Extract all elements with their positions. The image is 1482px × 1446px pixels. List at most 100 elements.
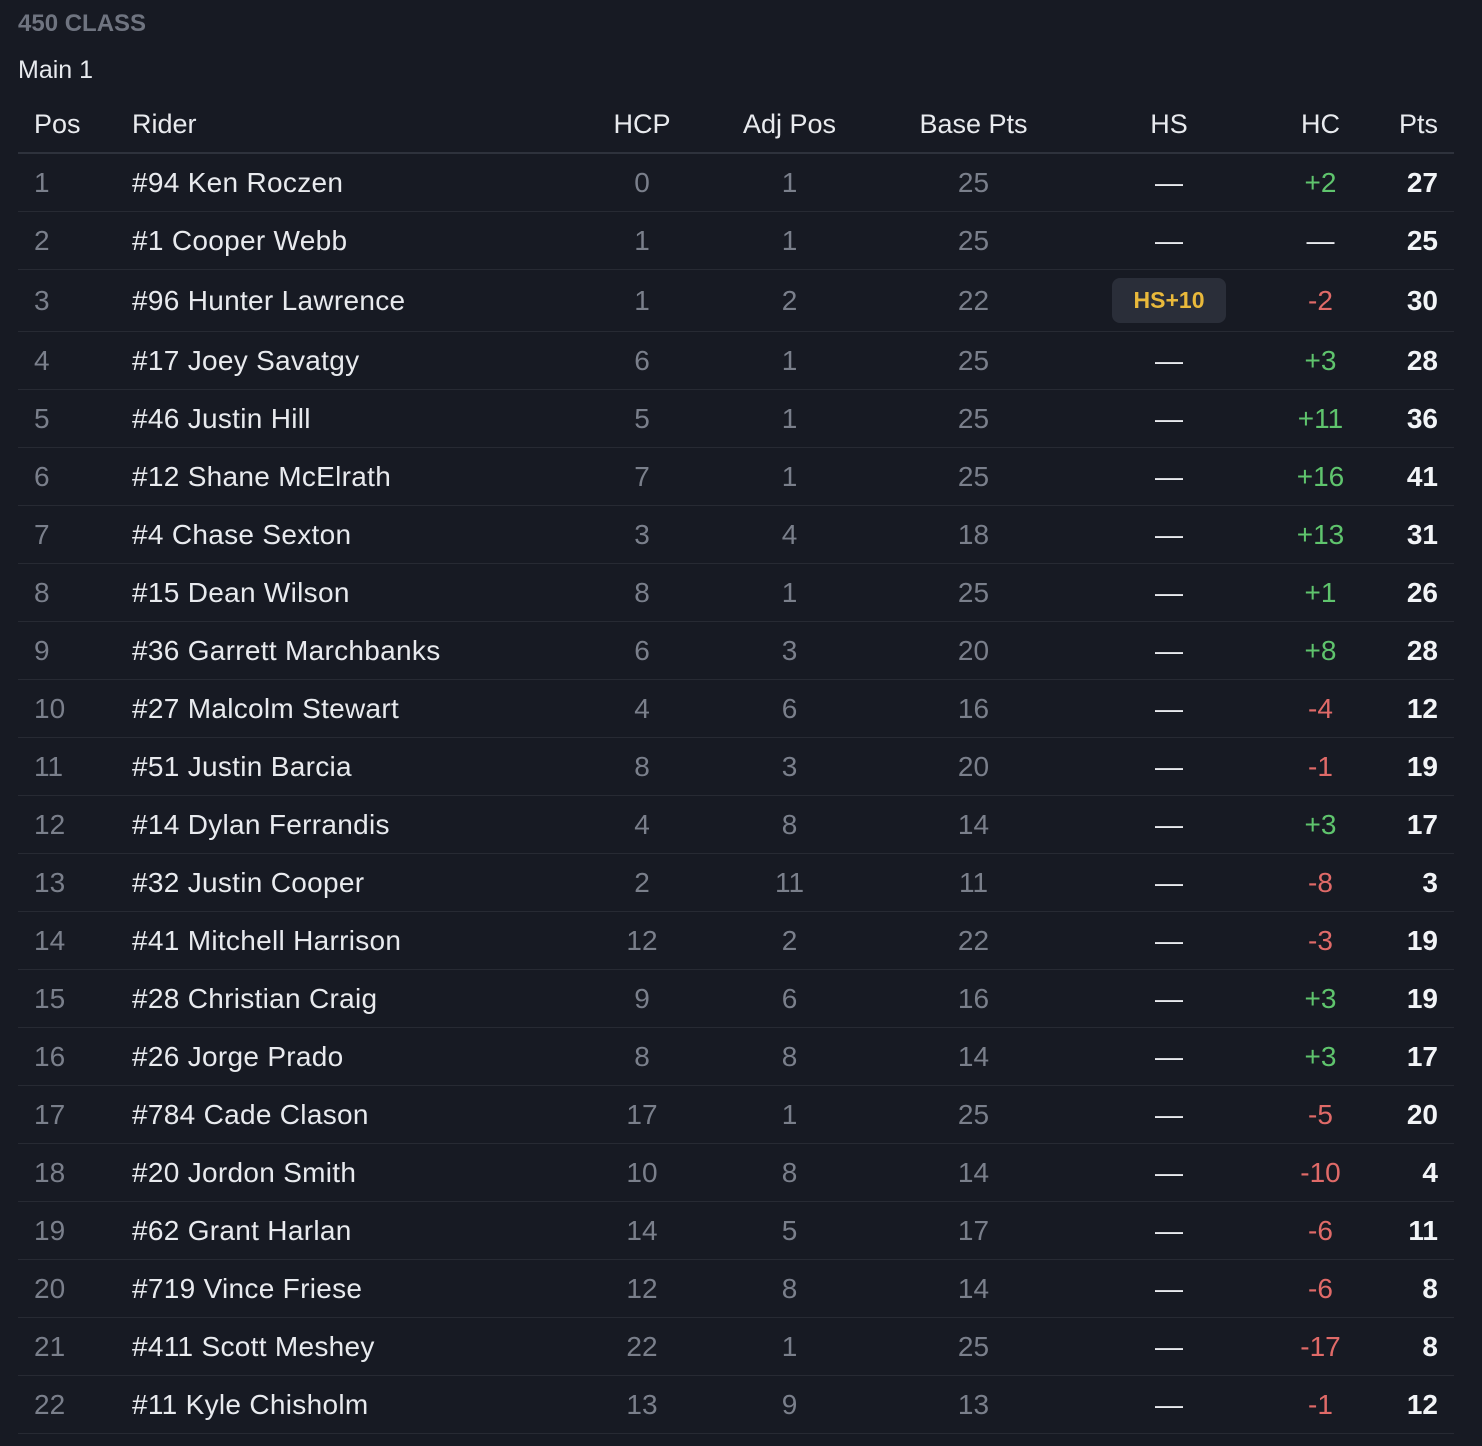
table-row[interactable]: 5 #46 Justin Hill 5 1 25— +11 36 [18, 389, 1454, 448]
table-body: 1 #94 Ken Roczen 0 1 25— +2 27 2 #1 Cooper Webb 1… [18, 153, 1454, 1434]
holeshot-badge: HS+10 [1111, 278, 1227, 323]
pts-cell: 8 [1383, 1317, 1454, 1376]
hc-cell: +8 [1258, 621, 1383, 680]
pos-cell: 21 [18, 1317, 132, 1376]
base-pts-cell: 20 [867, 621, 1080, 680]
adj-pos-cell: 5 [712, 1201, 867, 1260]
table-row[interactable]: 7 #4 Chase Sexton 3 4 18— +13 31 [18, 505, 1454, 564]
hc-cell: — [1258, 211, 1383, 270]
base-pts-cell: 14 [867, 1143, 1080, 1202]
rider-cell: #4 Chase Sexton [132, 505, 572, 564]
hs-cell: — [1080, 211, 1258, 270]
table-row[interactable]: 22 #11 Kyle Chisholm 13 9 13— -1 12 [18, 1375, 1454, 1434]
pts-cell: 19 [1383, 737, 1454, 796]
table-row[interactable]: 3 #96 Hunter Lawrence 1 2 22 HS+10 -2 30 [18, 269, 1454, 332]
pos-cell: 2 [18, 211, 132, 270]
session-title: Main 1 [18, 56, 94, 84]
table-row[interactable]: 14 #41 Mitchell Harrison 12 2 22— -3 19 [18, 911, 1454, 970]
adj-pos-cell: 1 [712, 211, 867, 270]
hs-cell: — [1080, 1317, 1258, 1376]
hs-cell: — [1080, 447, 1258, 506]
adj-pos-cell: 1 [712, 153, 867, 212]
table-row[interactable]: 2 #1 Cooper Webb 1 1 25— —25 [18, 211, 1454, 270]
table-row[interactable]: 20 #719 Vince Friese 12 8 14— -6 8 [18, 1259, 1454, 1318]
base-pts-cell: 18 [867, 505, 1080, 564]
adj-pos-cell: 1 [712, 1317, 867, 1376]
hc-cell: -2 [1258, 269, 1383, 332]
pos-cell: 6 [18, 447, 132, 506]
hs-cell: — [1080, 153, 1258, 212]
pts-cell: 3 [1383, 853, 1454, 912]
pts-cell: 12 [1383, 1375, 1454, 1434]
adj-pos-cell: 8 [712, 1259, 867, 1318]
base-pts-cell: 16 [867, 679, 1080, 738]
hcp-cell: 4 [572, 795, 712, 854]
pts-cell: 19 [1383, 911, 1454, 970]
table-row[interactable]: 9 #36 Garrett Marchbanks 6 3 20— +8 28 [18, 621, 1454, 680]
base-pts-cell: 16 [867, 969, 1080, 1028]
table-row[interactable]: 10 #27 Malcolm Stewart 4 6 16— -4 12 [18, 679, 1454, 738]
rider-cell: #62 Grant Harlan [132, 1201, 572, 1260]
hcp-cell: 17 [572, 1085, 712, 1144]
table-row[interactable]: 4 #17 Joey Savatgy 6 1 25— +3 28 [18, 331, 1454, 390]
hs-cell: — [1080, 737, 1258, 796]
adj-pos-cell: 1 [712, 563, 867, 622]
hcp-cell: 8 [572, 563, 712, 622]
table-row[interactable]: 8 #15 Dean Wilson 8 1 25— +1 26 [18, 563, 1454, 622]
base-pts-cell: 14 [867, 1027, 1080, 1086]
rider-cell: #411 Scott Meshey [132, 1317, 572, 1376]
hs-cell: — [1080, 1085, 1258, 1144]
base-pts-cell: 14 [867, 1259, 1080, 1318]
table-row[interactable]: 21 #411 Scott Meshey 22 1 25— -17 8 [18, 1317, 1454, 1376]
hc-cell: -3 [1258, 911, 1383, 970]
hcp-cell: 10 [572, 1143, 712, 1202]
table-row[interactable]: 12 #14 Dylan Ferrandis 4 8 14— +3 17 [18, 795, 1454, 854]
column-header-adj-pos[interactable]: Adj Pos [712, 96, 867, 154]
class-title: 450 CLASS [18, 10, 147, 37]
table-row[interactable]: 16 #26 Jorge Prado 8 8 14— +3 17 [18, 1027, 1454, 1086]
pts-cell: 17 [1383, 1027, 1454, 1086]
table-row[interactable]: 17 #784 Cade Clason 17 1 25— -5 20 [18, 1085, 1454, 1144]
table-row[interactable]: 13 #32 Justin Cooper 2 11 11— -8 3 [18, 853, 1454, 912]
hcp-cell: 13 [572, 1375, 712, 1434]
pos-cell: 15 [18, 969, 132, 1028]
rider-cell: #784 Cade Clason [132, 1085, 572, 1144]
pos-cell: 9 [18, 621, 132, 680]
rider-cell: #41 Mitchell Harrison [132, 911, 572, 970]
base-pts-cell: 25 [867, 563, 1080, 622]
pts-cell: 27 [1383, 153, 1454, 212]
hcp-cell: 2 [572, 853, 712, 912]
table-row[interactable]: 1 #94 Ken Roczen 0 1 25— +2 27 [18, 153, 1454, 212]
column-header-hs[interactable]: HS [1080, 96, 1258, 154]
hc-cell: +3 [1258, 331, 1383, 390]
column-header-pos[interactable]: Pos [18, 96, 132, 154]
column-header-rider[interactable]: Rider [132, 96, 572, 154]
adj-pos-cell: 3 [712, 621, 867, 680]
table-row[interactable]: 15 #28 Christian Craig 9 6 16— +3 19 [18, 969, 1454, 1028]
pos-cell: 5 [18, 389, 132, 448]
hs-cell: — [1080, 1143, 1258, 1202]
pts-cell: 28 [1383, 331, 1454, 390]
table-row[interactable]: 6 #12 Shane McElrath 7 1 25— +16 41 [18, 447, 1454, 506]
hc-cell: +13 [1258, 505, 1383, 564]
column-header-pts[interactable]: Pts [1383, 96, 1454, 154]
hs-cell: — [1080, 911, 1258, 970]
column-header-hc[interactable]: HC [1258, 96, 1383, 154]
base-pts-cell: 14 [867, 795, 1080, 854]
base-pts-cell: 25 [867, 1317, 1080, 1376]
table-row[interactable]: 18 #20 Jordon Smith 10 8 14— -10 4 [18, 1143, 1454, 1202]
pts-cell: 36 [1383, 389, 1454, 448]
table-row[interactable]: 19 #62 Grant Harlan 14 5 17— -6 11 [18, 1201, 1454, 1260]
adj-pos-cell: 8 [712, 1027, 867, 1086]
pos-cell: 11 [18, 737, 132, 796]
pts-cell: 20 [1383, 1085, 1454, 1144]
table-row[interactable]: 11 #51 Justin Barcia 8 3 20— -1 19 [18, 737, 1454, 796]
rider-cell: #17 Joey Savatgy [132, 331, 572, 390]
column-header-hcp[interactable]: HCP [572, 96, 712, 154]
pos-cell: 17 [18, 1085, 132, 1144]
rider-cell: #26 Jorge Prado [132, 1027, 572, 1086]
hs-cell: — [1080, 505, 1258, 564]
base-pts-cell: 22 [867, 911, 1080, 970]
rider-cell: #719 Vince Friese [132, 1259, 572, 1318]
column-header-base-pts[interactable]: Base Pts [867, 96, 1080, 154]
